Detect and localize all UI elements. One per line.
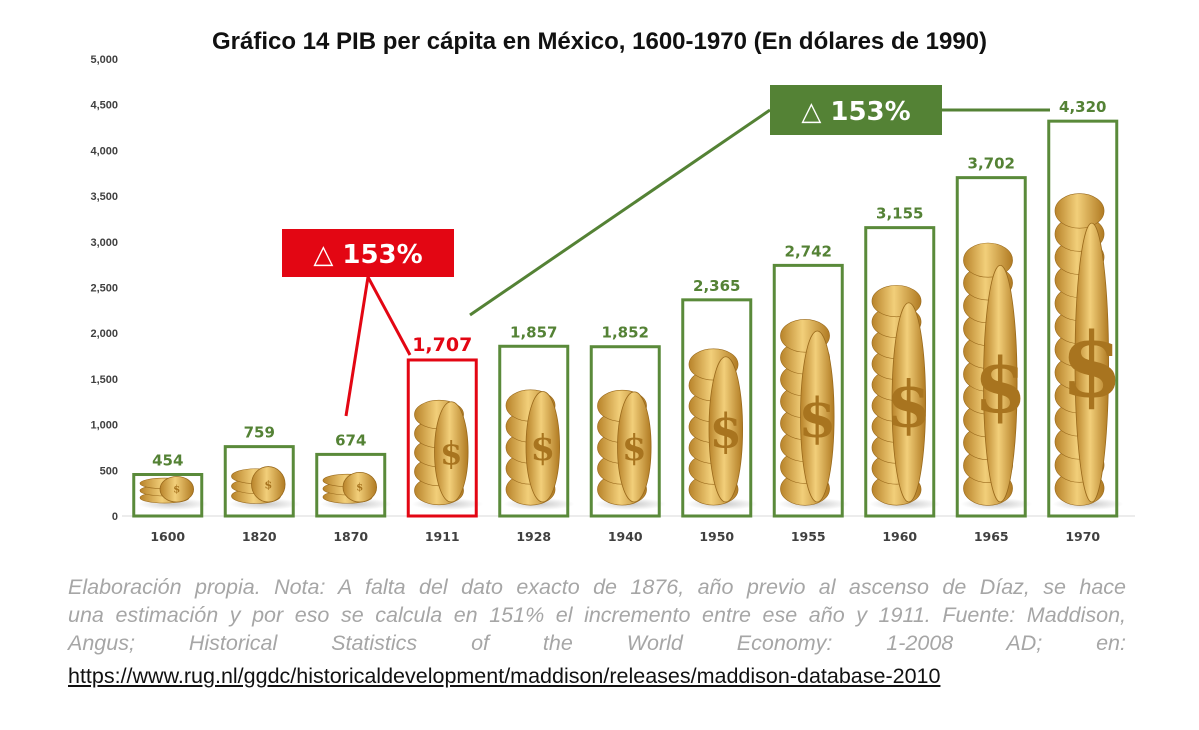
annotation-badge-green: [770, 85, 942, 135]
coin-stack-icon: $: [320, 471, 392, 510]
coin-stack-icon: $: [228, 466, 300, 510]
svg-text:$: $: [622, 428, 647, 469]
annotation-text: △ 153%: [801, 97, 910, 127]
caption-line: Angus; Historical Statistics of the Worl…: [68, 631, 1126, 655]
y-tick-label: 3,500: [90, 191, 118, 203]
x-tick-label: 1950: [699, 529, 734, 544]
bar: [1047, 119, 1119, 518]
bar: [681, 298, 753, 518]
data-label: 4,320: [1059, 98, 1106, 116]
bar: [589, 345, 661, 518]
caption-line: una estimación y por eso se calcula en 1…: [68, 603, 1126, 627]
coin-stack-icon: $: [411, 399, 483, 510]
data-label: 674: [335, 431, 366, 449]
svg-text:$: $: [264, 478, 272, 492]
svg-text:$: $: [173, 484, 180, 495]
x-tick-label: 1940: [608, 529, 643, 544]
y-tick-label: 1,000: [90, 420, 118, 432]
annotation-text: △ 153%: [313, 240, 422, 270]
svg-text:$: $: [974, 341, 1027, 430]
data-label: 1,707: [412, 334, 472, 356]
coin-stack-icon: $: [594, 389, 666, 510]
bar: [864, 226, 936, 518]
annotation-connector: [469, 108, 771, 317]
y-tick-label: 2,000: [90, 328, 118, 340]
svg-text:$: $: [798, 386, 836, 450]
x-tick-label: 1870: [333, 529, 368, 544]
coin-stack-icon: $: [686, 348, 758, 510]
y-tick-label: 4,000: [90, 145, 118, 157]
svg-text:$: $: [887, 367, 931, 442]
coin-stack-icon: $: [137, 476, 209, 510]
svg-text:$: $: [356, 483, 363, 494]
data-label: 2,365: [693, 277, 740, 295]
data-label: 759: [244, 424, 275, 442]
caption-note: Elaboración propia. Nota: A falta del da…: [68, 573, 1126, 657]
x-tick-label: 1960: [882, 529, 917, 544]
annotation-connector: [366, 276, 412, 356]
data-label: 1,857: [510, 323, 557, 341]
x-tick-label: 1820: [242, 529, 277, 544]
x-tick-label: 1911: [425, 529, 460, 544]
y-tick-label: 2,500: [90, 283, 118, 295]
coin-stack-icon: $: [777, 319, 849, 510]
caption-line: Elaboración propia. Nota: A falta del da…: [68, 575, 1126, 599]
svg-text:$: $: [530, 428, 555, 469]
bar: [223, 445, 295, 518]
x-tick-label: 1928: [516, 529, 551, 544]
y-tick-label: 500: [100, 465, 118, 477]
y-tick-label: 1,500: [90, 374, 118, 386]
svg-text:$: $: [440, 434, 462, 472]
x-tick-label: 1965: [974, 529, 1009, 544]
bar: [406, 358, 478, 518]
chart-plot: 0 500 1,000 1,500 2,000 2,500 3,000 3,500 4,000 4…: [90, 54, 1135, 544]
y-tick-label: 4,500: [90, 100, 118, 112]
annotation-badge-red: [282, 229, 454, 277]
data-label: 3,155: [876, 205, 923, 223]
bar: [498, 344, 570, 518]
data-label: 454: [152, 452, 183, 470]
source-link[interactable]: https://www.rug.nl/ggdc/historicaldevelo…: [68, 664, 941, 688]
coin-stack-icon: $: [869, 285, 941, 510]
coin-stack-icon: $: [503, 389, 575, 510]
x-tick-label: 1600: [150, 529, 185, 544]
y-tick-label: 0: [112, 511, 118, 523]
y-tick-label: 5,000: [90, 54, 118, 66]
svg-text:$: $: [710, 403, 742, 458]
bar: [955, 176, 1027, 518]
y-tick-label: 3,000: [90, 237, 118, 249]
bar: [772, 263, 844, 518]
coin-stack-icon: $: [1052, 193, 1124, 510]
data-label: 1,852: [602, 324, 649, 342]
data-label: 2,742: [785, 242, 832, 260]
coin-stack-icon: $: [960, 242, 1032, 510]
x-tick-label: 1970: [1065, 529, 1100, 544]
x-tick-label: 1955: [791, 529, 826, 544]
data-label: 3,702: [968, 155, 1015, 173]
bar: [132, 473, 204, 518]
bar: [315, 452, 387, 518]
annotation-connector: [344, 276, 370, 417]
svg-text:$: $: [1061, 313, 1123, 418]
chart-title: Gráfico 14 PIB per cápita en México, 160…: [211, 28, 988, 55]
